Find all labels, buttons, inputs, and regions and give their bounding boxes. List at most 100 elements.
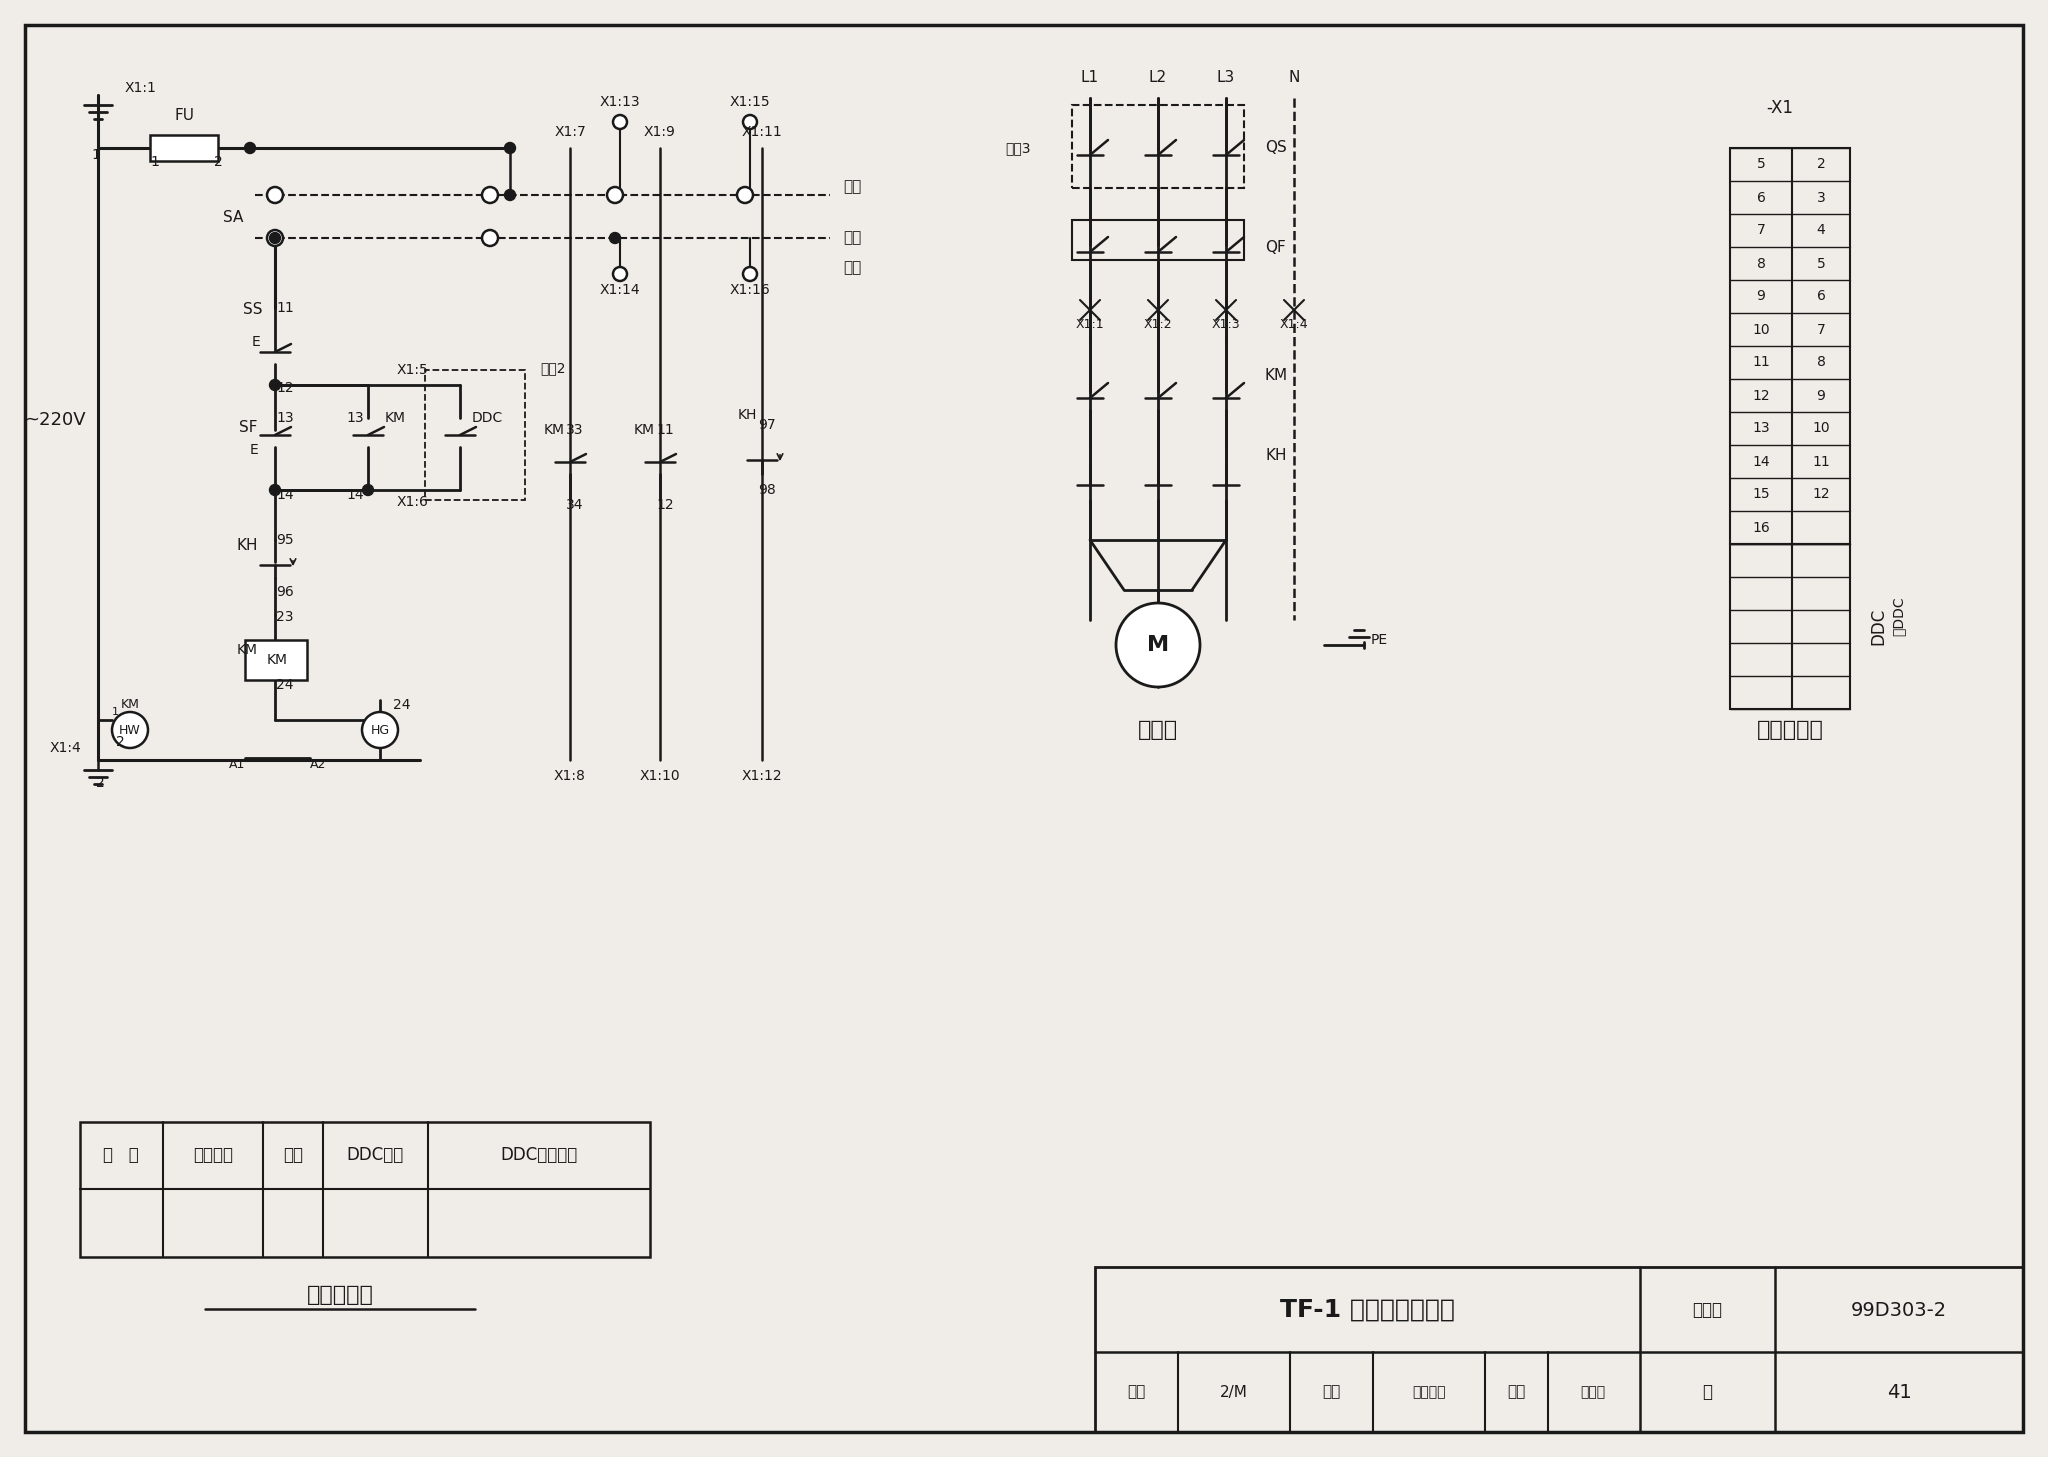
Text: E: E — [252, 335, 260, 350]
Text: 5: 5 — [1817, 256, 1825, 271]
Text: DDC返回信号: DDC返回信号 — [500, 1147, 578, 1164]
Text: X1:14: X1:14 — [600, 283, 641, 297]
Text: 图集号: 图集号 — [1692, 1301, 1722, 1319]
Text: 14: 14 — [346, 488, 365, 503]
Circle shape — [610, 233, 621, 243]
Text: X1:3: X1:3 — [1212, 319, 1241, 332]
Text: 14: 14 — [1753, 455, 1769, 469]
Text: 97: 97 — [758, 418, 776, 431]
Text: 停止: 停止 — [844, 230, 862, 245]
Text: L3: L3 — [1217, 70, 1235, 86]
Text: 主回路: 主回路 — [1139, 720, 1178, 740]
Text: 手动: 手动 — [844, 261, 862, 275]
Text: 手动控制: 手动控制 — [193, 1147, 233, 1164]
Text: X1:1: X1:1 — [1075, 319, 1104, 332]
Circle shape — [504, 143, 516, 153]
Text: KM: KM — [238, 643, 258, 657]
Text: 4: 4 — [1817, 223, 1825, 237]
Bar — [1071, 105, 1243, 188]
Text: E: E — [250, 443, 258, 457]
Text: X1:15: X1:15 — [729, 95, 770, 109]
Bar — [1096, 1268, 2023, 1432]
Text: FU: FU — [174, 108, 195, 122]
Circle shape — [737, 186, 754, 203]
Text: X1:11: X1:11 — [741, 125, 782, 138]
Text: 电   源: 电 源 — [102, 1147, 139, 1164]
Text: KM: KM — [1264, 367, 1288, 383]
Text: 2: 2 — [1817, 157, 1825, 172]
Text: X1:16: X1:16 — [729, 283, 770, 297]
Text: 2/M: 2/M — [1221, 1384, 1247, 1400]
Circle shape — [612, 267, 627, 281]
Text: 零山平: 零山平 — [1581, 1386, 1606, 1399]
Text: 33: 33 — [565, 423, 584, 437]
Text: KM: KM — [545, 423, 565, 437]
Text: 12: 12 — [1812, 488, 1829, 501]
Text: 34: 34 — [565, 498, 584, 511]
Text: 96: 96 — [276, 586, 293, 599]
Text: QF: QF — [1266, 240, 1286, 255]
Text: 12: 12 — [1753, 389, 1769, 402]
Text: 7: 7 — [1817, 322, 1825, 337]
Bar — [80, 1122, 649, 1257]
Text: 13: 13 — [346, 411, 365, 425]
Circle shape — [270, 233, 281, 243]
Text: 言山化字: 言山化字 — [1413, 1386, 1446, 1399]
Text: 控制原理图: 控制原理图 — [307, 1285, 373, 1305]
Text: 外部接线图: 外部接线图 — [1757, 720, 1823, 740]
Text: A1: A1 — [229, 758, 246, 771]
Circle shape — [504, 189, 516, 201]
Text: 8: 8 — [1757, 256, 1765, 271]
Text: KM: KM — [121, 698, 139, 711]
Text: QS: QS — [1266, 140, 1286, 156]
Text: DDC控制: DDC控制 — [346, 1147, 403, 1164]
Text: A2: A2 — [309, 758, 326, 771]
Text: 校对: 校对 — [1321, 1384, 1339, 1400]
Text: PE: PE — [1370, 632, 1389, 647]
Text: X1:4: X1:4 — [49, 742, 80, 755]
Text: -X1: -X1 — [1767, 99, 1794, 117]
Circle shape — [743, 267, 758, 281]
Text: 10: 10 — [1753, 322, 1769, 337]
Text: 9: 9 — [1817, 389, 1825, 402]
Text: X1:2: X1:2 — [1143, 319, 1171, 332]
Text: SA: SA — [223, 210, 244, 224]
Text: KM: KM — [266, 653, 287, 667]
Text: 2: 2 — [115, 734, 125, 749]
Text: M: M — [1147, 635, 1169, 656]
Text: KH: KH — [737, 408, 758, 423]
Text: 15: 15 — [1753, 488, 1769, 501]
Text: 13: 13 — [1753, 421, 1769, 436]
Text: DDC: DDC — [1870, 608, 1886, 645]
Text: 6: 6 — [1817, 290, 1825, 303]
Text: 见注2: 见注2 — [541, 361, 565, 374]
Text: 6: 6 — [1757, 191, 1765, 204]
Circle shape — [612, 115, 627, 130]
Text: SF: SF — [240, 421, 258, 436]
Circle shape — [244, 143, 256, 153]
Text: 9: 9 — [1757, 290, 1765, 303]
Circle shape — [606, 186, 623, 203]
Text: X1:5: X1:5 — [395, 363, 428, 377]
Text: 16: 16 — [1753, 520, 1769, 535]
Bar — [1731, 149, 1849, 543]
Text: KM: KM — [635, 423, 655, 437]
Text: 信号: 信号 — [283, 1147, 303, 1164]
Text: X1:10: X1:10 — [639, 769, 680, 782]
Circle shape — [266, 186, 283, 203]
Text: 5: 5 — [1757, 157, 1765, 172]
Text: KH: KH — [1266, 447, 1286, 462]
Text: 12: 12 — [276, 380, 293, 395]
Text: L2: L2 — [1149, 70, 1167, 86]
Text: 页: 页 — [1702, 1383, 1712, 1402]
Circle shape — [362, 485, 373, 495]
Circle shape — [270, 379, 281, 390]
Circle shape — [362, 712, 397, 747]
Text: 8: 8 — [1817, 356, 1825, 370]
Text: 11: 11 — [1812, 455, 1829, 469]
Text: 1: 1 — [152, 154, 160, 169]
Text: KH: KH — [236, 538, 258, 552]
Text: 24: 24 — [276, 678, 293, 692]
Text: HW: HW — [119, 724, 141, 736]
Text: 11: 11 — [655, 423, 674, 437]
